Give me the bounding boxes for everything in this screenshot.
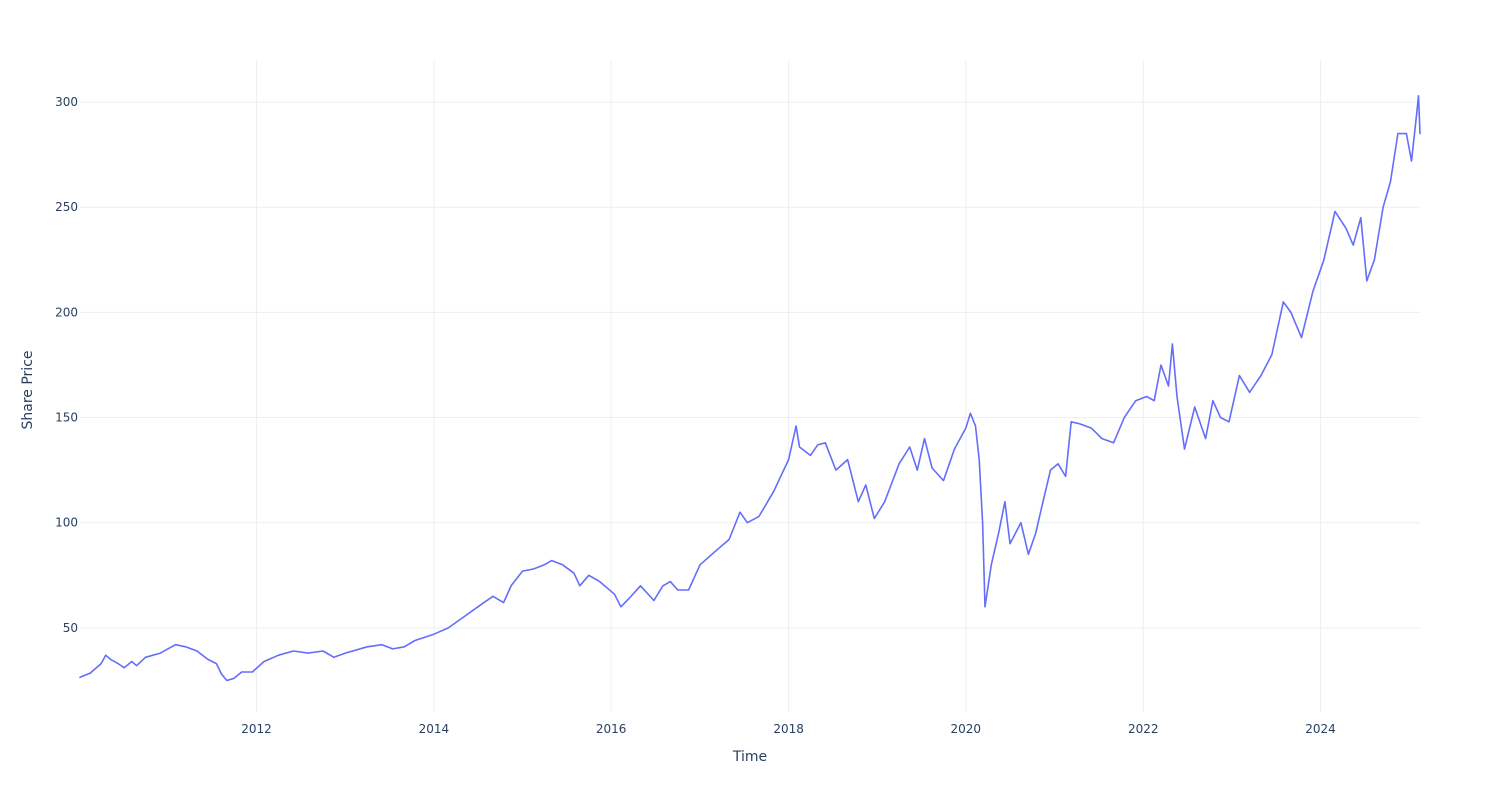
x-tick-label: 2012: [241, 722, 272, 736]
x-tick-label: 2024: [1305, 722, 1336, 736]
x-gridlines: [255, 60, 1321, 712]
y-tick-label: 300: [55, 95, 78, 109]
y-tick-label: 50: [63, 621, 78, 635]
y-tick-label: 250: [55, 200, 78, 214]
y-gridlines: [80, 101, 1420, 629]
series-layer: [79, 95, 1421, 682]
x-tick-label: 2018: [773, 722, 804, 736]
y-tick-label: 100: [55, 516, 78, 530]
y-tick-labels: 50 100 150 200 250 300: [55, 95, 78, 635]
x-tick-label: 2014: [419, 722, 450, 736]
y-tick-label: 150: [55, 411, 78, 425]
x-tick-label: 2020: [951, 722, 982, 736]
y-tick-label: 200: [55, 305, 78, 319]
y-axis-title: Share Price: [20, 350, 36, 429]
x-axis-title: Time: [732, 749, 767, 765]
x-tick-label: 2016: [596, 722, 627, 736]
x-tick-label: 2022: [1128, 722, 1159, 736]
share-price-series-line: [79, 95, 1421, 682]
x-tick-labels: 2012 2014 2016 2018 2020 2022 2024: [241, 722, 1336, 736]
